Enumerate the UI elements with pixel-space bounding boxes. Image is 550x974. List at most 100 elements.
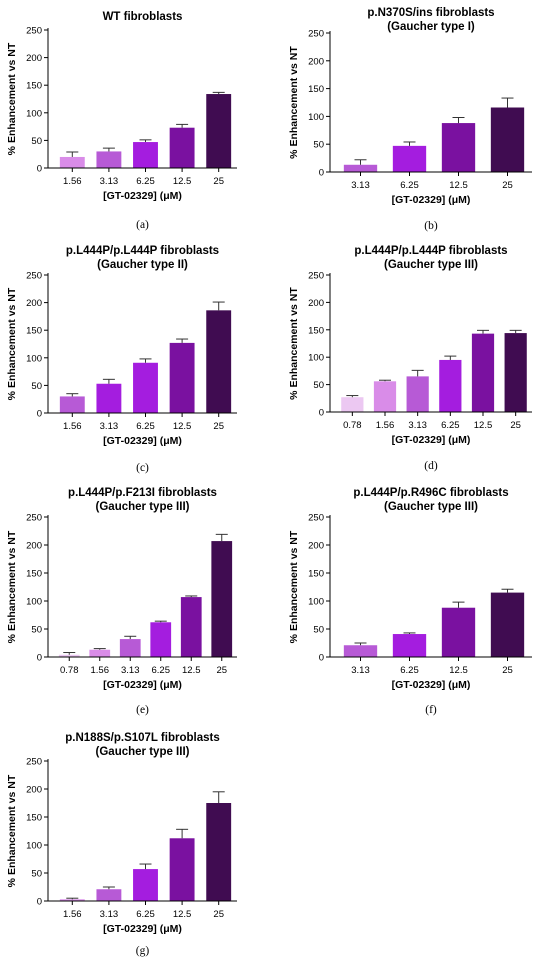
y-tick-label: 150 bbox=[26, 81, 42, 92]
x-tick-label: 3.13 bbox=[100, 421, 119, 432]
x-tick-label: 1.56 bbox=[91, 665, 110, 676]
y-tick-label: 50 bbox=[313, 140, 324, 151]
x-tick-label: 3.13 bbox=[351, 665, 370, 676]
chart-title: (Gaucher type III) bbox=[96, 501, 190, 513]
x-tick-label: 25 bbox=[502, 180, 513, 191]
x-tick-label: 12.5 bbox=[449, 180, 468, 191]
bar bbox=[504, 333, 527, 412]
y-axis-label: % Enhancement vs NT bbox=[6, 530, 18, 643]
y-tick-label: 150 bbox=[26, 326, 42, 337]
x-tick-label: 25 bbox=[213, 176, 224, 187]
x-tick-label: 25 bbox=[213, 421, 224, 432]
y-tick-label: 250 bbox=[26, 513, 42, 524]
y-axis-label: % Enhancement vs NT bbox=[6, 287, 18, 400]
bar bbox=[58, 654, 80, 657]
y-tick-label: 0 bbox=[319, 168, 324, 179]
y-tick-label: 250 bbox=[26, 271, 42, 282]
y-axis-label: % Enhancement vs NT bbox=[6, 42, 18, 155]
y-tick-label: 100 bbox=[26, 353, 42, 364]
chart-panel: p.L444P/p.F213I fibroblasts (Gaucher type… bbox=[6, 487, 237, 716]
x-axis-label: [GT-02329] (μM) bbox=[103, 923, 182, 935]
x-tick-label: 3.13 bbox=[100, 909, 119, 920]
y-tick-label: 150 bbox=[26, 813, 42, 824]
x-tick-label: 12.5 bbox=[449, 665, 468, 676]
bar bbox=[392, 634, 427, 657]
chart-panel: p.N370S/ins fibroblasts (Gaucher type I) 0… bbox=[288, 7, 532, 232]
y-tick-label: 250 bbox=[26, 757, 42, 768]
bar bbox=[406, 376, 429, 412]
bar bbox=[206, 310, 232, 413]
bar bbox=[150, 622, 172, 657]
panel-caption: (a) bbox=[136, 219, 149, 231]
chart-panel: p.L444P/p.L444P fibroblasts (Gaucher type… bbox=[6, 245, 237, 474]
chart-panel: p.N188S/p.S107L fibroblasts (Gaucher type… bbox=[6, 732, 237, 957]
bar bbox=[490, 107, 525, 172]
y-axis-label: % Enhancement vs NT bbox=[288, 46, 300, 159]
chart-title: (Gaucher type III) bbox=[384, 501, 478, 513]
bar bbox=[169, 838, 195, 901]
panel-caption: (b) bbox=[424, 220, 438, 232]
bar bbox=[439, 359, 462, 412]
y-tick-label: 200 bbox=[308, 298, 324, 309]
x-tick-label: 3.13 bbox=[121, 665, 140, 676]
chart-title: p.L444P/p.L444P fibroblasts bbox=[354, 245, 507, 257]
x-tick-label: 3.13 bbox=[408, 420, 427, 431]
y-tick-label: 100 bbox=[26, 841, 42, 852]
x-axis-label: [GT-02329] (μM) bbox=[392, 194, 471, 206]
bar bbox=[119, 639, 141, 657]
y-axis-label: % Enhancement vs NT bbox=[288, 530, 300, 643]
x-tick-label: 3.13 bbox=[100, 176, 119, 187]
y-tick-label: 50 bbox=[313, 625, 324, 636]
chart-title: (Gaucher type I) bbox=[387, 21, 475, 33]
bar bbox=[441, 607, 476, 657]
y-tick-label: 100 bbox=[308, 112, 324, 123]
panel-caption: (e) bbox=[136, 704, 149, 716]
bar bbox=[341, 397, 364, 412]
x-tick-label: 0.78 bbox=[343, 420, 362, 431]
x-tick-label: 6.25 bbox=[136, 176, 155, 187]
y-tick-label: 200 bbox=[308, 56, 324, 67]
x-tick-label: 6.25 bbox=[400, 665, 419, 676]
y-tick-label: 0 bbox=[37, 409, 42, 420]
bar bbox=[169, 127, 195, 168]
y-tick-label: 0 bbox=[319, 408, 324, 419]
y-tick-label: 200 bbox=[26, 541, 42, 552]
x-tick-label: 1.56 bbox=[63, 176, 82, 187]
bar bbox=[441, 123, 476, 172]
x-tick-label: 1.56 bbox=[376, 420, 395, 431]
bar bbox=[471, 333, 495, 412]
bar bbox=[89, 649, 111, 657]
chart-title: (Gaucher type II) bbox=[97, 259, 188, 271]
x-axis-label: [GT-02329] (μM) bbox=[103, 190, 182, 202]
bar bbox=[373, 381, 397, 412]
chart-title: WT fibroblasts bbox=[103, 11, 183, 23]
y-tick-label: 200 bbox=[26, 298, 42, 309]
y-tick-label: 100 bbox=[308, 353, 324, 364]
chart-title: p.L444P/p.L444P fibroblasts bbox=[66, 245, 219, 257]
x-tick-label: 25 bbox=[502, 665, 513, 676]
x-tick-label: 6.25 bbox=[400, 180, 419, 191]
y-tick-label: 50 bbox=[31, 136, 42, 147]
y-tick-label: 200 bbox=[308, 541, 324, 552]
chart-title: p.L444P/p.F213I fibroblasts bbox=[68, 487, 217, 499]
x-tick-label: 12.5 bbox=[173, 176, 192, 187]
x-tick-label: 25 bbox=[216, 665, 227, 676]
y-tick-label: 0 bbox=[37, 653, 42, 664]
bar bbox=[59, 396, 85, 413]
bar bbox=[169, 342, 195, 413]
y-axis-label: % Enhancement vs NT bbox=[288, 287, 300, 400]
panel-caption: (g) bbox=[136, 945, 150, 957]
x-axis-label: [GT-02329] (μM) bbox=[103, 435, 182, 447]
x-tick-label: 12.5 bbox=[173, 421, 192, 432]
x-tick-label: 1.56 bbox=[63, 909, 82, 920]
y-tick-label: 50 bbox=[313, 380, 324, 391]
y-tick-label: 0 bbox=[319, 653, 324, 664]
chart-title: (Gaucher type III) bbox=[384, 259, 478, 271]
bar bbox=[96, 889, 122, 901]
y-tick-label: 250 bbox=[308, 513, 324, 524]
chart-title: p.L444P/p.R496C fibroblasts bbox=[353, 487, 508, 499]
x-axis-label: [GT-02329] (μM) bbox=[392, 679, 471, 691]
bar bbox=[206, 803, 232, 901]
